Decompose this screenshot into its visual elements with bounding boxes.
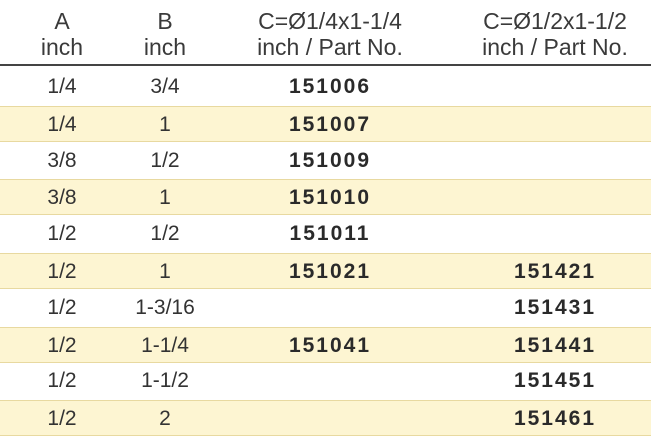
header-line: inch [40,34,84,60]
dimension: 1 [159,112,171,136]
part-number: 151451 [513,369,597,393]
dimension: 1/2 [150,148,180,172]
column-header: C=Ø1/4x1-1/4 inch / Part No. [220,8,440,60]
dimension: 1/4 [47,112,77,136]
header-line: inch / Part No. [257,34,403,60]
dimension: 3/8 [47,148,77,172]
table-row: 1/2 1-3/16 151431 [0,290,651,326]
part-number: 151461 [513,407,597,431]
part-number: 151011 [289,222,371,246]
header-line: A [54,8,70,34]
table-row: 3/8 1 151010 [0,179,651,216]
dimension: 3/8 [47,186,77,210]
part-number: 151007 [288,112,372,136]
dimension: 1-3/16 [135,295,195,319]
dimension: 1/2 [47,295,77,319]
table-row: 1/2 1 151021 151421 [0,253,651,289]
part-number: 151441 [513,333,597,357]
dimension: 1/2 [150,222,180,246]
dimension: 1/2 [47,260,77,283]
table-row: 1/4 1 151007 [0,105,651,142]
dimension: 2 [159,407,171,431]
dimension: 1/2 [47,222,77,246]
part-number: 151009 [288,148,372,172]
header-line: C=Ø1/4x1-1/4 [258,8,402,34]
part-number: 151041 [288,333,372,357]
part-number: 151021 [288,260,372,283]
header-line: B [157,8,173,34]
dimension: 1/2 [47,369,77,393]
part-number: 151421 [513,260,597,283]
table-row: 1/2 2 151461 [0,400,651,437]
dimension: 3/4 [150,75,180,98]
table-row: 1/2 1-1/2 151451 [0,363,651,399]
dimension: 1/4 [47,75,77,98]
header-line: C=Ø1/2x1-1/2 [483,8,627,34]
header-line: inch / Part No. [482,34,628,60]
part-number: 151006 [288,75,372,98]
dimension: 1 [159,186,171,210]
dimension: 1 [159,260,171,283]
dimension: 1/2 [47,407,77,431]
header-line: inch [143,34,187,60]
table-row: 1/2 1/2 151011 [0,216,651,252]
dimension: 1-1/4 [141,333,189,357]
dimension: 1-1/2 [141,369,189,393]
table-row: 1/4 3/4 151006 [0,69,651,105]
dimension: 1/2 [47,333,77,357]
header-rule [0,64,651,66]
table-row: 3/8 1/2 151009 [0,143,651,179]
table-row: 1/2 1-1/4 151041 151441 [0,326,651,363]
part-number: 151431 [513,295,597,319]
part-number: 151010 [288,186,372,210]
column-header: C=Ø1/2x1-1/2 inch / Part No. [455,8,651,60]
